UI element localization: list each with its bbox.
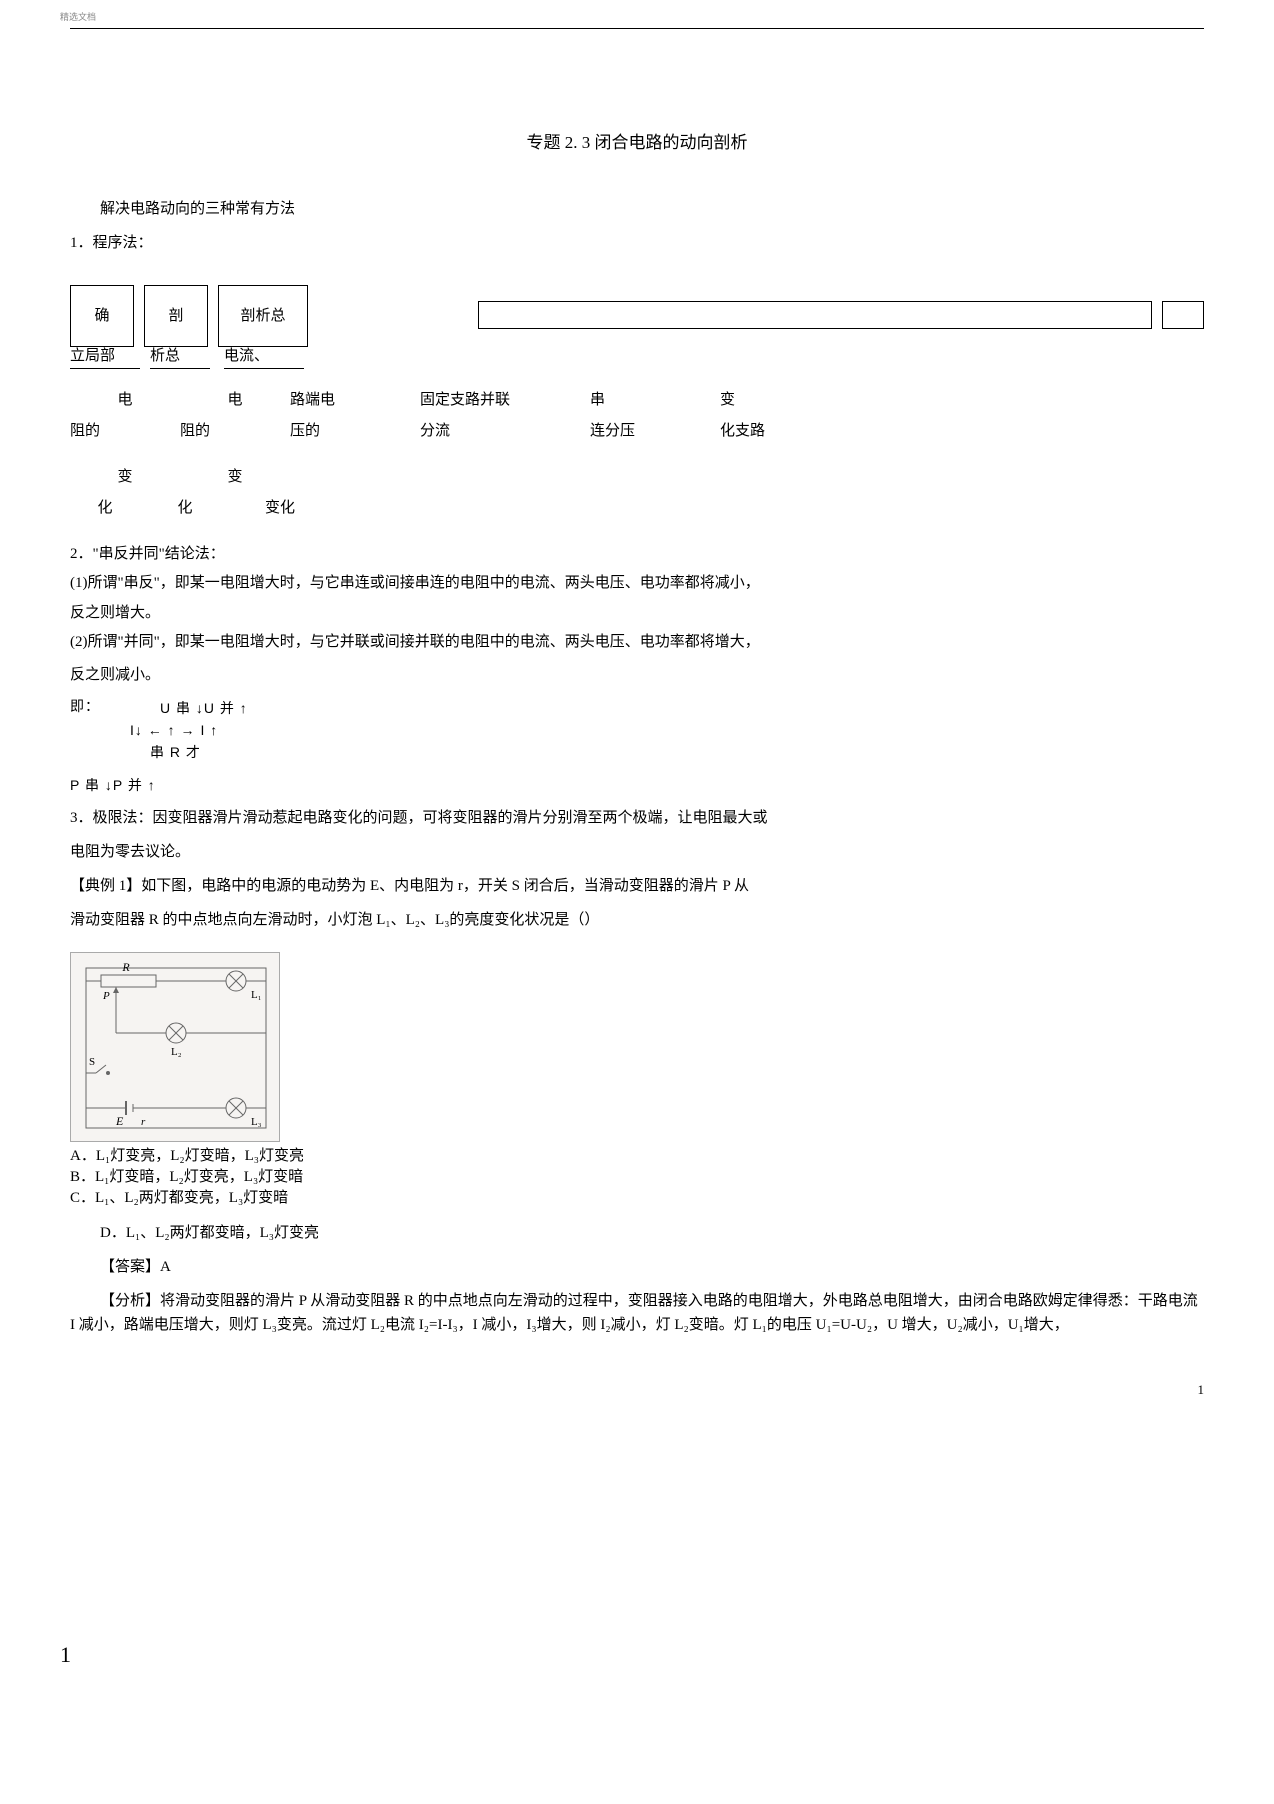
opt-d: D．L₁、L₂两灯都变暗，L₃灯变亮 xyxy=(70,1221,1204,1245)
gc: 串 xyxy=(590,385,720,417)
formula-bottom: P 串 ↓P 并 ↑ xyxy=(70,774,1204,796)
gc: 化 xyxy=(140,493,230,525)
gc: 化支路 xyxy=(720,416,810,448)
formula-mid2: 串 R 才 xyxy=(130,741,248,763)
sec1-heading: 1．程序法： xyxy=(70,231,1204,255)
sec2-l1: (1)所谓"串反"，即某一电阻增大时，与它串连或间接串连的电阻中的电流、两头电压… xyxy=(70,574,1204,594)
gc: 电 xyxy=(180,385,290,417)
sec2-heading: 2．"串反并同"结论法： xyxy=(70,545,1204,565)
ul-1: 立局部 xyxy=(70,344,140,369)
gc: 变化 xyxy=(230,493,330,525)
top-divider xyxy=(70,28,1204,29)
svg-text:L₂: L₂ xyxy=(171,1046,182,1058)
circuit-diagram: R P L₁ L₂ S E r L₃ xyxy=(70,952,280,1142)
gc: 连分压 xyxy=(590,416,720,448)
ul-3: 电流、 xyxy=(224,344,304,369)
svg-text:L₃: L₃ xyxy=(251,1116,262,1128)
svg-text:P: P xyxy=(102,990,110,1002)
opt-a: A．L₁灯变亮，L₂灯变暗，L₃灯变亮 xyxy=(70,1146,1204,1167)
sec2-l2b: 反之则减小。 xyxy=(70,663,1204,687)
sec3-l2: 电阻为零去议论。 xyxy=(70,840,1204,864)
page-title: 专题 2. 3 闭合电路的动向剖析 xyxy=(70,129,1204,156)
gc: 电 xyxy=(70,385,180,417)
flow-box-2: 剖 xyxy=(144,285,208,347)
gc: 阻的 xyxy=(70,416,180,448)
gc: 路端电 xyxy=(290,385,420,417)
circuit-svg: R P L₁ L₂ S E r L₃ xyxy=(71,953,281,1143)
example1-heading: 【典例 1】如下图，电路中的电源的电动势为 E、内电阻为 r，开关 S 闭合后，… xyxy=(70,874,1204,898)
flowchart-boxes: 确 剖 剖析总 xyxy=(70,285,1204,347)
gc: 分流 xyxy=(420,416,590,448)
formula-label: 即： xyxy=(70,697,130,719)
svg-text:r: r xyxy=(141,1116,146,1128)
intro-text: 解决电路动向的三种常有方法 xyxy=(70,197,1204,221)
options-block: A．L₁灯变亮，L₂灯变暗，L₃灯变亮 B．L₁灯变暗，L₂灯变亮，L₃灯变暗 … xyxy=(70,1146,1204,1209)
gc: 压的 xyxy=(290,416,420,448)
gc: 变 xyxy=(70,462,180,494)
opt-b: B．L₁灯变暗，L₂灯变亮，L₃灯变暗 xyxy=(70,1167,1204,1188)
svg-text:R: R xyxy=(121,960,130,974)
gc: 变 xyxy=(180,462,290,494)
sec2-l2: (2)所谓"并同"，即某一电阻增大时，与它并联或间接并联的电阻中的电流、两头电压… xyxy=(70,633,1204,653)
page-number-bottom: 1 xyxy=(60,1637,1204,1672)
flow-box-1: 确 xyxy=(70,285,134,347)
sec2-l1b: 反之则增大。 xyxy=(70,604,1204,624)
formula-top: U 串 ↓U 并 ↑ xyxy=(130,697,248,719)
formula-mid: I↓ ← ↑ → I ↑ xyxy=(130,719,248,741)
gc: 阻的 xyxy=(180,416,290,448)
flow-grid: 电 电 路端电 固定支路并联 串 变 阻的 阻的 压的 分流 连分压 化支路 变… xyxy=(70,385,1204,525)
example1-l2: 滑动变阻器 R 的中点地点向左滑动时，小灯泡 L₁、L₂、L₃的亮度变化状况是（… xyxy=(70,908,1204,932)
tiny-header: 精选文档 xyxy=(60,10,1204,24)
gc: 变 xyxy=(720,385,810,417)
flow-box-empty-2 xyxy=(1162,301,1204,329)
svg-text:L₁: L₁ xyxy=(251,989,262,1001)
flow-box-3: 剖析总 xyxy=(218,285,308,347)
formula-block: 即： U 串 ↓U 并 ↑ I↓ ← ↑ → I ↑ 串 R 才 xyxy=(70,697,1204,764)
analysis: 【分析】将滑动变阻器的滑片 P 从滑动变阻器 R 的中点地点向左滑动的过程中，变… xyxy=(70,1289,1204,1337)
gc: 固定支路并联 xyxy=(420,385,590,417)
sec3-heading: 3．极限法：因变阻器滑片滑动惹起电路变化的问题，可将变阻器的滑片分别滑至两个极端… xyxy=(70,806,1204,830)
gc: 化 xyxy=(70,493,140,525)
svg-text:S: S xyxy=(89,1056,95,1068)
flow-underline: 立局部 析总 电流、 xyxy=(70,344,1204,369)
flow-box-empty-1 xyxy=(478,301,1152,329)
svg-text:E: E xyxy=(115,1114,124,1128)
answer: 【答案】A xyxy=(70,1255,1204,1279)
page-number-right: 1 xyxy=(1198,1380,1205,1401)
ul-2: 析总 xyxy=(150,344,210,369)
opt-c: C．L₁、L₂两灯都变亮，L₃灯变暗 xyxy=(70,1188,1204,1209)
